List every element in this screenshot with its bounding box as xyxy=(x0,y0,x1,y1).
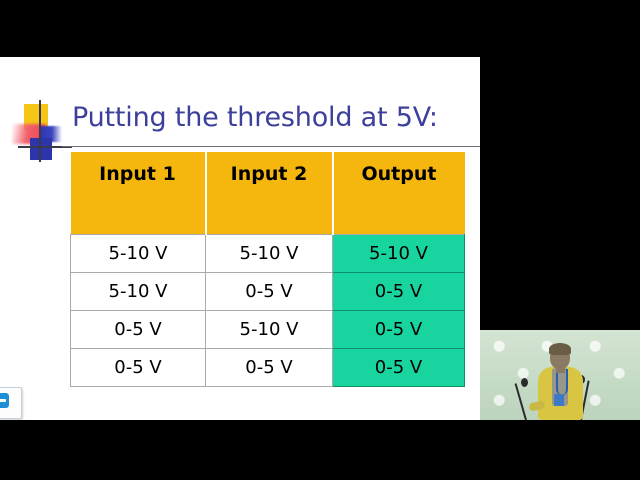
cell-output: 0-5 V xyxy=(332,272,465,311)
cell-input-1: 0-5 V xyxy=(70,348,206,387)
cell-output: 0-5 V xyxy=(332,310,465,349)
slide-thumbnail-sheet xyxy=(0,387,22,419)
threshold-truth-table: Input 1 Input 2 Output 5-10 V 5-10 V 5-1… xyxy=(70,152,465,387)
logo-horizontal-rule xyxy=(18,146,72,148)
slide-thumbnail-icon[interactable] xyxy=(0,387,24,420)
presentation-slide: Putting the threshold at 5V: Input 1 Inp… xyxy=(0,57,480,420)
speaker-lanyard xyxy=(556,369,568,395)
slide-title: Putting the threshold at 5V: xyxy=(72,102,438,133)
cell-input-2: 5-10 V xyxy=(205,310,333,349)
table-row: 0-5 V 5-10 V 0-5 V xyxy=(70,310,465,349)
table-row: 5-10 V 5-10 V 5-10 V xyxy=(70,234,465,273)
logo-vertical-rule xyxy=(39,100,41,162)
microphone-left-head xyxy=(521,378,528,387)
speaker-neck xyxy=(556,365,565,373)
column-header-input-1: Input 1 xyxy=(70,152,207,235)
cell-input-1: 0-5 V xyxy=(70,310,206,349)
table-row: 0-5 V 0-5 V 0-5 V xyxy=(70,348,465,387)
cell-output: 5-10 V xyxy=(332,234,465,273)
table-header-row: Input 1 Input 2 Output xyxy=(70,152,465,235)
speaker-video-thumbnail[interactable] xyxy=(480,330,640,420)
table-row: 5-10 V 0-5 V 0-5 V xyxy=(70,272,465,311)
cell-input-2: 0-5 V xyxy=(205,348,333,387)
title-underline xyxy=(62,146,480,147)
cell-input-1: 5-10 V xyxy=(70,272,206,311)
decorative-corner-logo xyxy=(10,100,72,162)
speaker-hair xyxy=(549,343,571,355)
slide-thumbnail-badge-icon xyxy=(0,393,9,408)
speaker-badge xyxy=(554,394,564,406)
cell-output: 0-5 V xyxy=(332,348,465,387)
column-header-input-2: Input 2 xyxy=(205,152,334,235)
logo-blue-square xyxy=(30,138,52,160)
cell-input-2: 0-5 V xyxy=(205,272,333,311)
cell-input-1: 5-10 V xyxy=(70,234,206,273)
cell-input-2: 5-10 V xyxy=(205,234,333,273)
column-header-output: Output xyxy=(332,152,465,235)
